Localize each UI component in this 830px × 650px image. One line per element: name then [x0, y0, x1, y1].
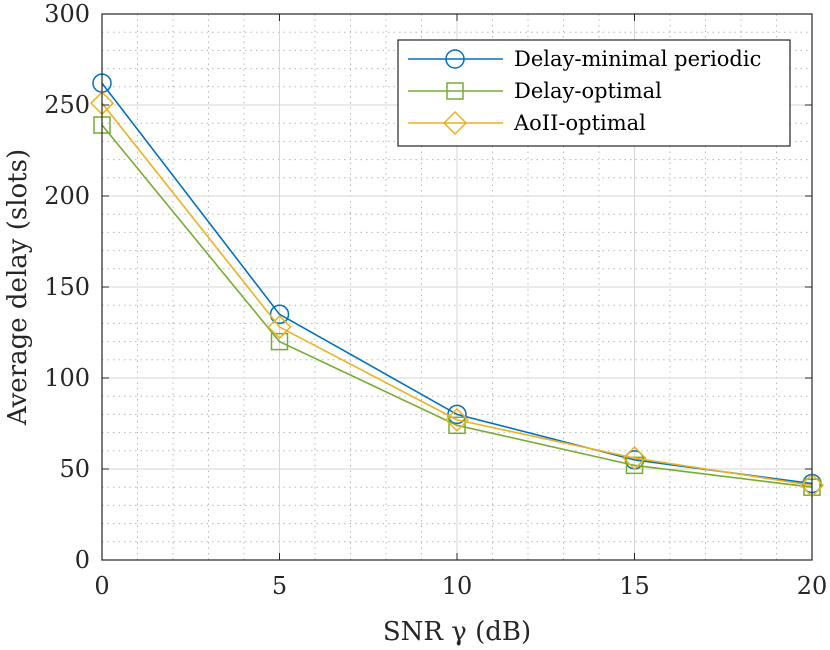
series-line-aoii-optimal [101, 102, 813, 487]
legend-marker [446, 82, 464, 100]
legend-item-delay-minimal-periodic: Delay-minimal periodic [408, 47, 761, 71]
x-tick-label: 0 [94, 572, 109, 600]
series-aoii-optimal [89, 91, 825, 498]
y-tick-label: 150 [44, 273, 90, 301]
y-axis-label: Average delay (slots) [3, 149, 33, 426]
x-tick-label: 15 [619, 572, 650, 600]
legend-label: Delay-minimal periodic [514, 47, 761, 71]
data-point-delay-optimal [448, 416, 466, 435]
data-point-aoii-optimal [267, 314, 292, 340]
legend-item-delay-optimal: Delay-optimal [408, 79, 662, 103]
series-line-delay-optimal [101, 124, 813, 488]
series-layer [89, 73, 825, 498]
x-axis-label: SNR γ (dB) [383, 617, 531, 647]
x-tick-label: 5 [272, 572, 287, 600]
y-tick-label: 200 [44, 182, 90, 210]
legend-marker [442, 110, 468, 136]
data-point-delay-optimal [270, 332, 289, 351]
legend-label: Delay-optimal [514, 79, 662, 103]
legend-label: AoII-optimal [513, 111, 646, 135]
y-tick-label: 250 [44, 91, 90, 119]
x-tick-label: 20 [797, 572, 828, 600]
data-point-aoii-optimal [622, 446, 647, 471]
y-tick-label: 50 [59, 455, 90, 483]
x-tick-label: 10 [442, 572, 473, 600]
legend-item-aoii-optimal: AoII-optimal [408, 110, 646, 136]
data-point-aoii-optimal [444, 407, 470, 432]
y-tick-label: 0 [75, 546, 90, 574]
y-tick-label: 100 [44, 364, 90, 392]
legend: Delay-minimal periodic Delay-optimal AoII-… [397, 39, 791, 147]
data-point-delay-minimal-periodic [269, 304, 290, 325]
y-tick-label: 300 [44, 0, 90, 28]
legend-marker [445, 49, 465, 69]
